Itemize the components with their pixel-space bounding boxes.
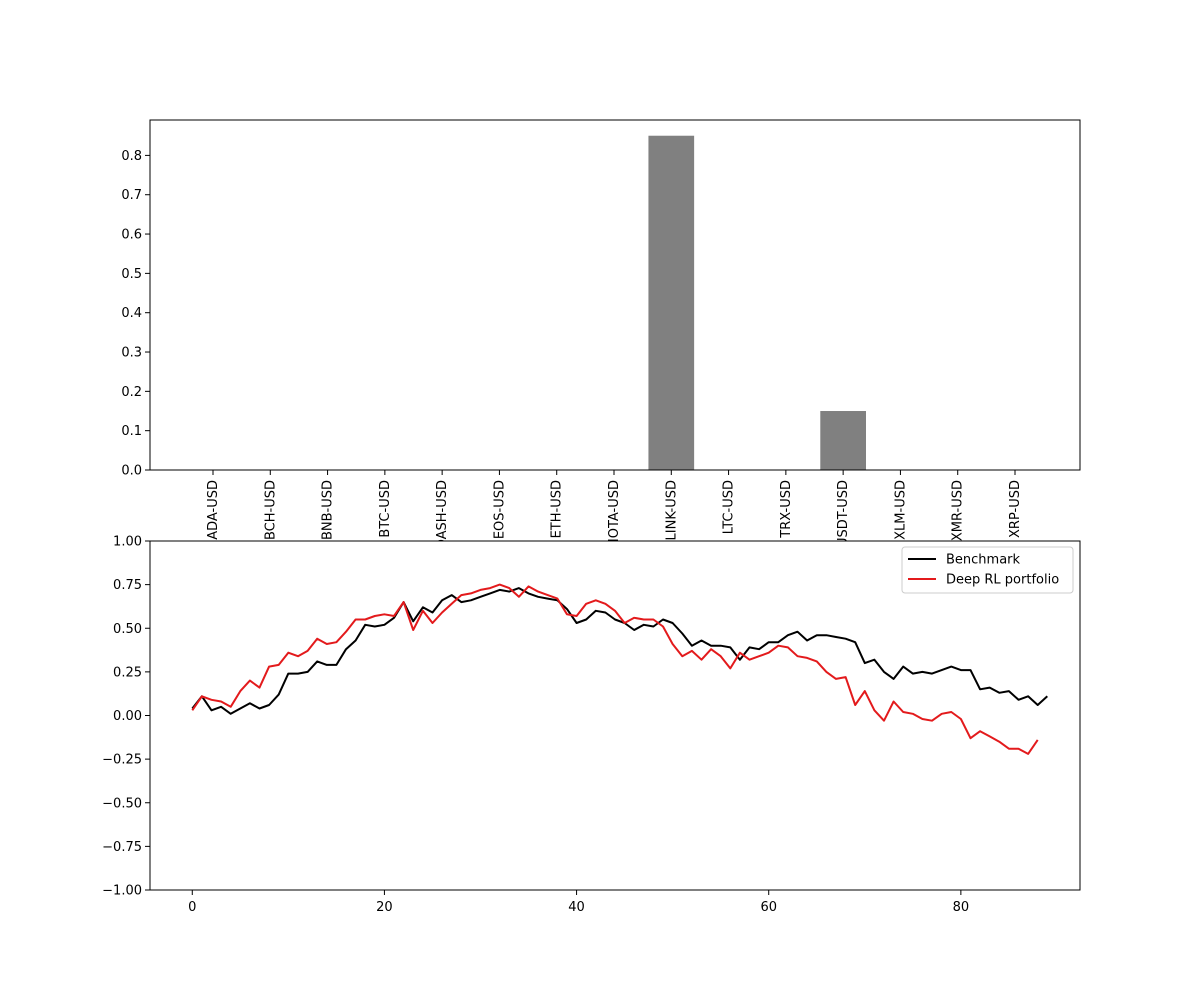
x-tick-label: 20 bbox=[376, 900, 393, 915]
x-tick-label: BTC-USD bbox=[378, 480, 393, 538]
x-tick-label: BCH-USD bbox=[263, 480, 278, 540]
plot-frame bbox=[149, 540, 1081, 891]
y-tick-label: 0.3 bbox=[121, 346, 142, 361]
x-tick-label: ADA-USD bbox=[206, 480, 221, 540]
y-tick-label: 0.7 bbox=[121, 188, 142, 203]
y-tick-label: 0.8 bbox=[121, 149, 142, 164]
y-tick-label: 0.5 bbox=[121, 267, 142, 282]
bar-link-usd bbox=[648, 135, 695, 470]
x-tick-label: 40 bbox=[568, 900, 585, 915]
x-tick-label: DASH-USD bbox=[435, 480, 450, 549]
x-tick-label: USDT-USD bbox=[836, 480, 851, 547]
series-line-benchmark bbox=[191, 587, 1048, 715]
x-tick-label: TRX-USD bbox=[779, 480, 794, 539]
bar-chart: ADA-USD BCH-USD BNB-USD BTC-USD DASH-USD EOS-… bbox=[121, 119, 1081, 549]
y-tick-label: −0.25 bbox=[102, 753, 142, 768]
x-tick-label: EOS-USD bbox=[492, 480, 507, 539]
plot-background bbox=[150, 541, 1080, 890]
y-tick-label: 1.00 bbox=[113, 535, 142, 550]
x-tick-label: 60 bbox=[760, 900, 777, 915]
x-tick-label: LINK-USD bbox=[664, 480, 679, 540]
x-tick-label: XRP-USD bbox=[1008, 480, 1023, 538]
y-tick-label: 0.25 bbox=[113, 665, 142, 680]
legend-box bbox=[901, 546, 1074, 594]
x-tick-label: ETH-USD bbox=[550, 480, 565, 538]
line-chart: −1.00 −0.75 −0.50 −0.25 0.00 0.25 0.50 0.75 1.00… bbox=[102, 535, 1081, 915]
y-tick-label: 0.00 bbox=[113, 709, 142, 724]
y-tick-label: 0.50 bbox=[113, 622, 142, 637]
x-tick-label: BNB-USD bbox=[321, 480, 336, 540]
y-tick-label: −0.75 bbox=[102, 840, 142, 855]
y-tick-label: 0.4 bbox=[121, 306, 142, 321]
plot-frame bbox=[149, 119, 1081, 471]
series-line-deep-rl-portfolio bbox=[191, 583, 1039, 755]
y-tick-label: 0.6 bbox=[121, 228, 142, 243]
legend: Benchmark Deep RL portfolio bbox=[901, 546, 1074, 594]
y-tick-label: 0.75 bbox=[113, 578, 142, 593]
y-tick-label: 0.0 bbox=[121, 464, 142, 479]
y-tick-label: 0.2 bbox=[121, 385, 142, 400]
bar-usdt-usd bbox=[820, 411, 866, 470]
x-tick-label: IOTA-USD bbox=[607, 480, 622, 542]
y-tick-label: −0.50 bbox=[102, 796, 142, 811]
legend-label: Benchmark bbox=[946, 553, 1021, 568]
x-tick-label: XMR-USD bbox=[951, 480, 966, 541]
x-tick-label: LTC-USD bbox=[722, 480, 737, 534]
x-tick-label: XLM-USD bbox=[893, 480, 908, 540]
legend-label: Deep RL portfolio bbox=[946, 573, 1059, 588]
y-tick-label: −1.00 bbox=[102, 884, 142, 899]
x-tick-label: 0 bbox=[188, 900, 196, 915]
x-tick-label: 80 bbox=[953, 900, 970, 915]
y-tick-label: 0.1 bbox=[121, 424, 142, 439]
